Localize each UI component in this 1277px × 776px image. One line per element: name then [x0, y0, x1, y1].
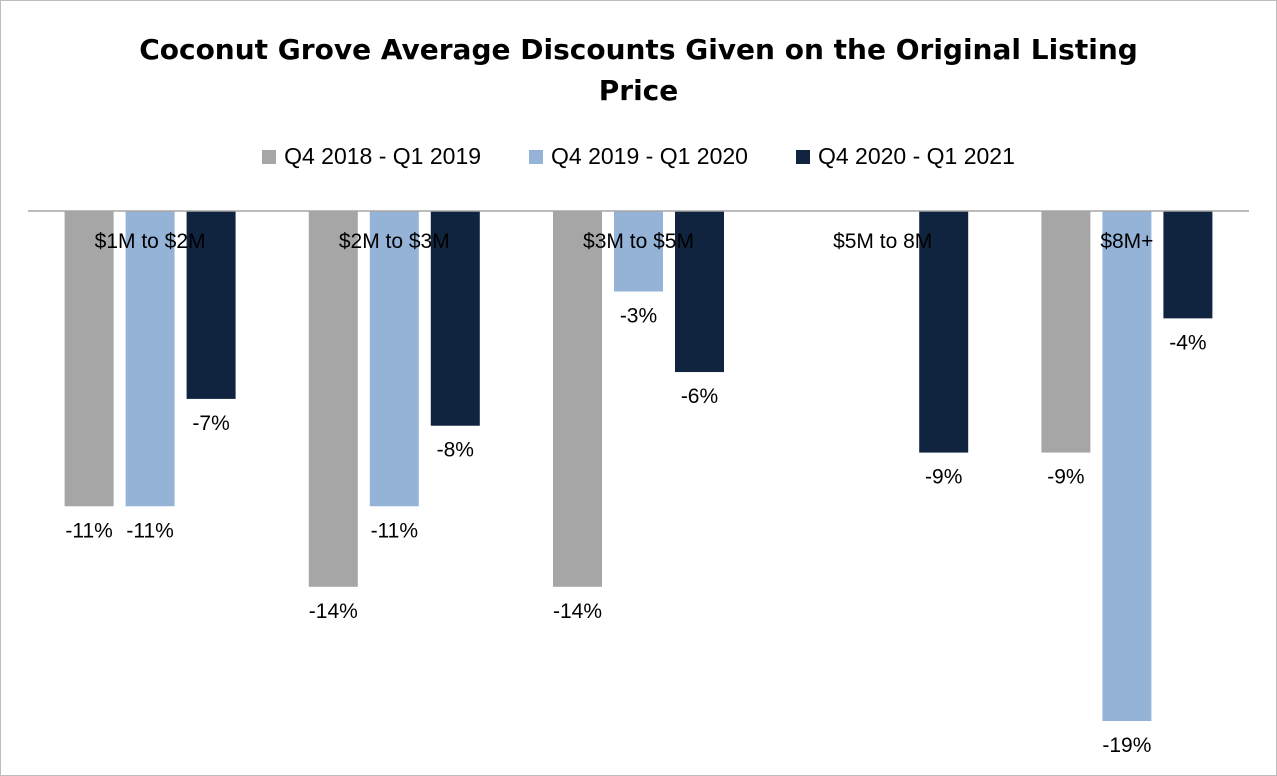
data-label-2-3: -3%: [620, 305, 657, 328]
data-label-3-5: -4%: [1169, 331, 1206, 354]
bar-3-2: [430, 211, 480, 426]
legend-item-series-3: Q4 2020 - Q1 2021: [795, 143, 1015, 170]
category-label-4: $5M to 8M: [833, 230, 932, 253]
bar-2-2: [369, 211, 419, 507]
chart-title-line-1: Coconut Grove Average Discounts Given on…: [139, 33, 1138, 66]
legend-label-series-3: Q4 2020 - Q1 2021: [817, 143, 1015, 169]
legend-item-series-1: Q4 2018 - Q1 2019: [262, 143, 481, 170]
data-label-3-1: -7%: [192, 412, 229, 435]
bar-3-4: [919, 211, 969, 453]
bar-1-3: [553, 211, 602, 587]
legend-swatch-series-3: [795, 149, 810, 164]
bar-2-5: [1102, 211, 1152, 721]
bar-1-5: [1041, 211, 1091, 453]
data-label-3-3: -6%: [681, 385, 718, 408]
chart-title-line-2: Price: [598, 74, 679, 107]
category-label-3: $3M to $5M: [583, 230, 694, 253]
bar-1-2: [308, 211, 358, 587]
chart-title: Coconut Grove Average Discounts Given on…: [1, 29, 1276, 111]
bar-1-1: [64, 211, 114, 507]
data-label-1-5: -9%: [1047, 466, 1084, 489]
chart-legend: Q4 2018 - Q1 2019 Q4 2019 - Q1 2020 Q4 2…: [1, 143, 1276, 170]
legend-label-series-2: Q4 2019 - Q1 2020: [551, 143, 748, 169]
legend-item-series-2: Q4 2019 - Q1 2020: [529, 143, 748, 170]
bar-2-1: [125, 211, 175, 507]
legend-swatch-series-1: [262, 149, 277, 164]
data-label-1-2: -14%: [309, 600, 358, 623]
data-label-2-2: -11%: [371, 519, 418, 542]
category-label-1: $1M to $2M: [95, 230, 206, 253]
category-label-2: $2M to $3M: [339, 230, 450, 253]
bar-3-3: [675, 211, 724, 373]
data-label-2-5: -19%: [1102, 734, 1151, 757]
bar-2-3: [614, 211, 663, 292]
bar-3-5: [1163, 211, 1213, 319]
data-label-1-1: -11%: [65, 519, 112, 542]
legend-swatch-series-2: [529, 149, 544, 164]
data-label-3-4: -9%: [925, 466, 962, 489]
data-label-3-2: -8%: [437, 439, 474, 462]
data-label-1-3: -14%: [553, 600, 602, 623]
legend-label-series-1: Q4 2018 - Q1 2019: [284, 143, 482, 169]
data-label-2-1: -11%: [126, 519, 173, 542]
bar-3-1: [186, 211, 236, 399]
category-label-5: $8M+: [1100, 230, 1153, 253]
